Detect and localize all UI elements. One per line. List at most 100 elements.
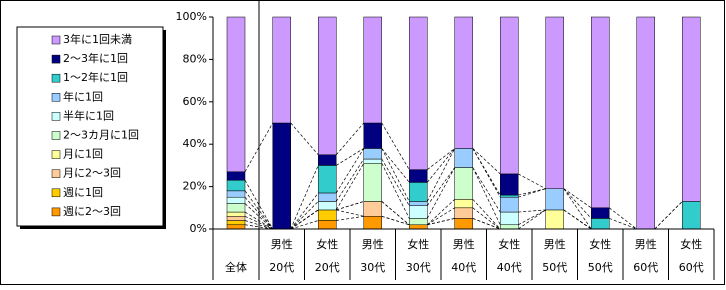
legend-box bbox=[16, 26, 164, 227]
legend-swatch bbox=[51, 150, 61, 159]
series-line bbox=[654, 201, 683, 230]
series-line bbox=[336, 148, 364, 166]
bar-segment bbox=[318, 192, 337, 202]
legend-label: 月に1回 bbox=[63, 148, 103, 161]
x-tick-label: 女性 bbox=[316, 237, 338, 251]
bar-segment bbox=[363, 148, 382, 160]
bar-segment bbox=[363, 122, 382, 149]
bar-segment bbox=[363, 201, 382, 217]
series-line bbox=[563, 209, 592, 230]
series-line bbox=[381, 122, 410, 170]
bar-segment bbox=[409, 224, 428, 230]
series-line bbox=[518, 209, 546, 213]
legend-label: 半年に1回 bbox=[63, 108, 114, 122]
series-line bbox=[563, 188, 592, 219]
bar-segment bbox=[226, 171, 246, 181]
series-line bbox=[518, 209, 546, 226]
legend-swatch bbox=[51, 207, 61, 217]
bar-segment bbox=[363, 158, 382, 164]
legend-swatch bbox=[51, 131, 61, 140]
series-line bbox=[244, 190, 274, 230]
bar-segment bbox=[591, 16, 610, 209]
legend-label: 3年に1回未満 bbox=[63, 32, 132, 46]
x-tick-label: 男性 bbox=[635, 237, 657, 251]
bar-segment bbox=[409, 218, 428, 226]
bar-segment bbox=[591, 218, 610, 230]
bar-segment bbox=[545, 209, 564, 230]
bar-segment bbox=[409, 182, 428, 202]
bar-segment bbox=[409, 205, 428, 219]
y-tick-label: 20% bbox=[183, 180, 207, 193]
bar-segment bbox=[226, 216, 246, 221]
bar-segment bbox=[500, 16, 519, 175]
series-line bbox=[472, 207, 501, 230]
series-line bbox=[244, 203, 273, 230]
x-tick-label: 50代 bbox=[542, 261, 567, 274]
series-line bbox=[381, 201, 410, 226]
legend-label: 年に1回 bbox=[63, 89, 103, 103]
x-tick-label: 50代 bbox=[588, 261, 613, 274]
series-line bbox=[472, 199, 501, 230]
x-tick-label: 30代 bbox=[360, 261, 385, 274]
x-tick-label: 20代 bbox=[315, 261, 340, 274]
series-line bbox=[244, 180, 274, 230]
series-line bbox=[290, 165, 319, 230]
series-line bbox=[290, 201, 319, 230]
bar-segment bbox=[500, 211, 519, 226]
y-tick-label: 40% bbox=[183, 137, 207, 150]
bar-segment bbox=[500, 173, 519, 196]
bar-segment bbox=[409, 16, 428, 170]
legend-swatch bbox=[51, 93, 61, 102]
bar-segment bbox=[318, 165, 337, 194]
series-line bbox=[290, 209, 319, 230]
bar-segment bbox=[226, 16, 246, 173]
x-tick-label: 40代 bbox=[497, 261, 522, 274]
legend-swatch bbox=[51, 112, 61, 121]
bar-segment bbox=[226, 211, 246, 217]
legend-swatch bbox=[51, 73, 61, 83]
bar-segment bbox=[454, 207, 473, 219]
bar-segment bbox=[318, 220, 337, 230]
series-line bbox=[518, 173, 546, 190]
bar-segment bbox=[226, 190, 246, 198]
series-line bbox=[381, 163, 410, 219]
bar-segment bbox=[682, 16, 701, 202]
x-tick-label: 60代 bbox=[633, 261, 658, 274]
x-tick-label: 男性 bbox=[453, 237, 475, 251]
legend-swatch bbox=[51, 54, 61, 64]
series-line bbox=[335, 122, 365, 156]
bar-segment bbox=[226, 179, 246, 192]
series-line bbox=[426, 167, 456, 206]
series-line bbox=[472, 148, 501, 198]
x-tick-label: 女性 bbox=[498, 237, 520, 251]
bar-segment bbox=[454, 16, 473, 149]
bar-segment bbox=[226, 203, 246, 213]
bar-segment bbox=[318, 209, 337, 221]
x-tick-label: 女性 bbox=[589, 237, 611, 251]
x-tick-label: 女性 bbox=[407, 237, 429, 251]
series-line bbox=[427, 148, 455, 170]
bar-segment bbox=[591, 207, 610, 219]
x-tick-label: 30代 bbox=[406, 261, 431, 274]
series-line bbox=[518, 209, 546, 230]
bar-segment bbox=[272, 122, 291, 230]
bar-segment bbox=[272, 16, 291, 124]
legend-label: 週に1回 bbox=[63, 186, 103, 199]
series-line bbox=[335, 163, 365, 211]
y-tick-label: 0% bbox=[190, 222, 207, 235]
bar-segment bbox=[409, 169, 428, 183]
bar-segment bbox=[363, 16, 382, 124]
series-line bbox=[472, 148, 501, 196]
bar-segment bbox=[363, 163, 382, 202]
bar-segment bbox=[682, 201, 701, 230]
bar-segment bbox=[500, 224, 519, 230]
x-tick-label: 60代 bbox=[679, 261, 704, 274]
series-line bbox=[472, 148, 501, 175]
series-line bbox=[335, 158, 365, 202]
series-line bbox=[427, 207, 455, 226]
y-tick-label: 60% bbox=[183, 95, 207, 108]
bar-segment bbox=[318, 154, 337, 166]
legend-swatch bbox=[51, 169, 61, 178]
y-tick-label: 100% bbox=[176, 10, 207, 23]
